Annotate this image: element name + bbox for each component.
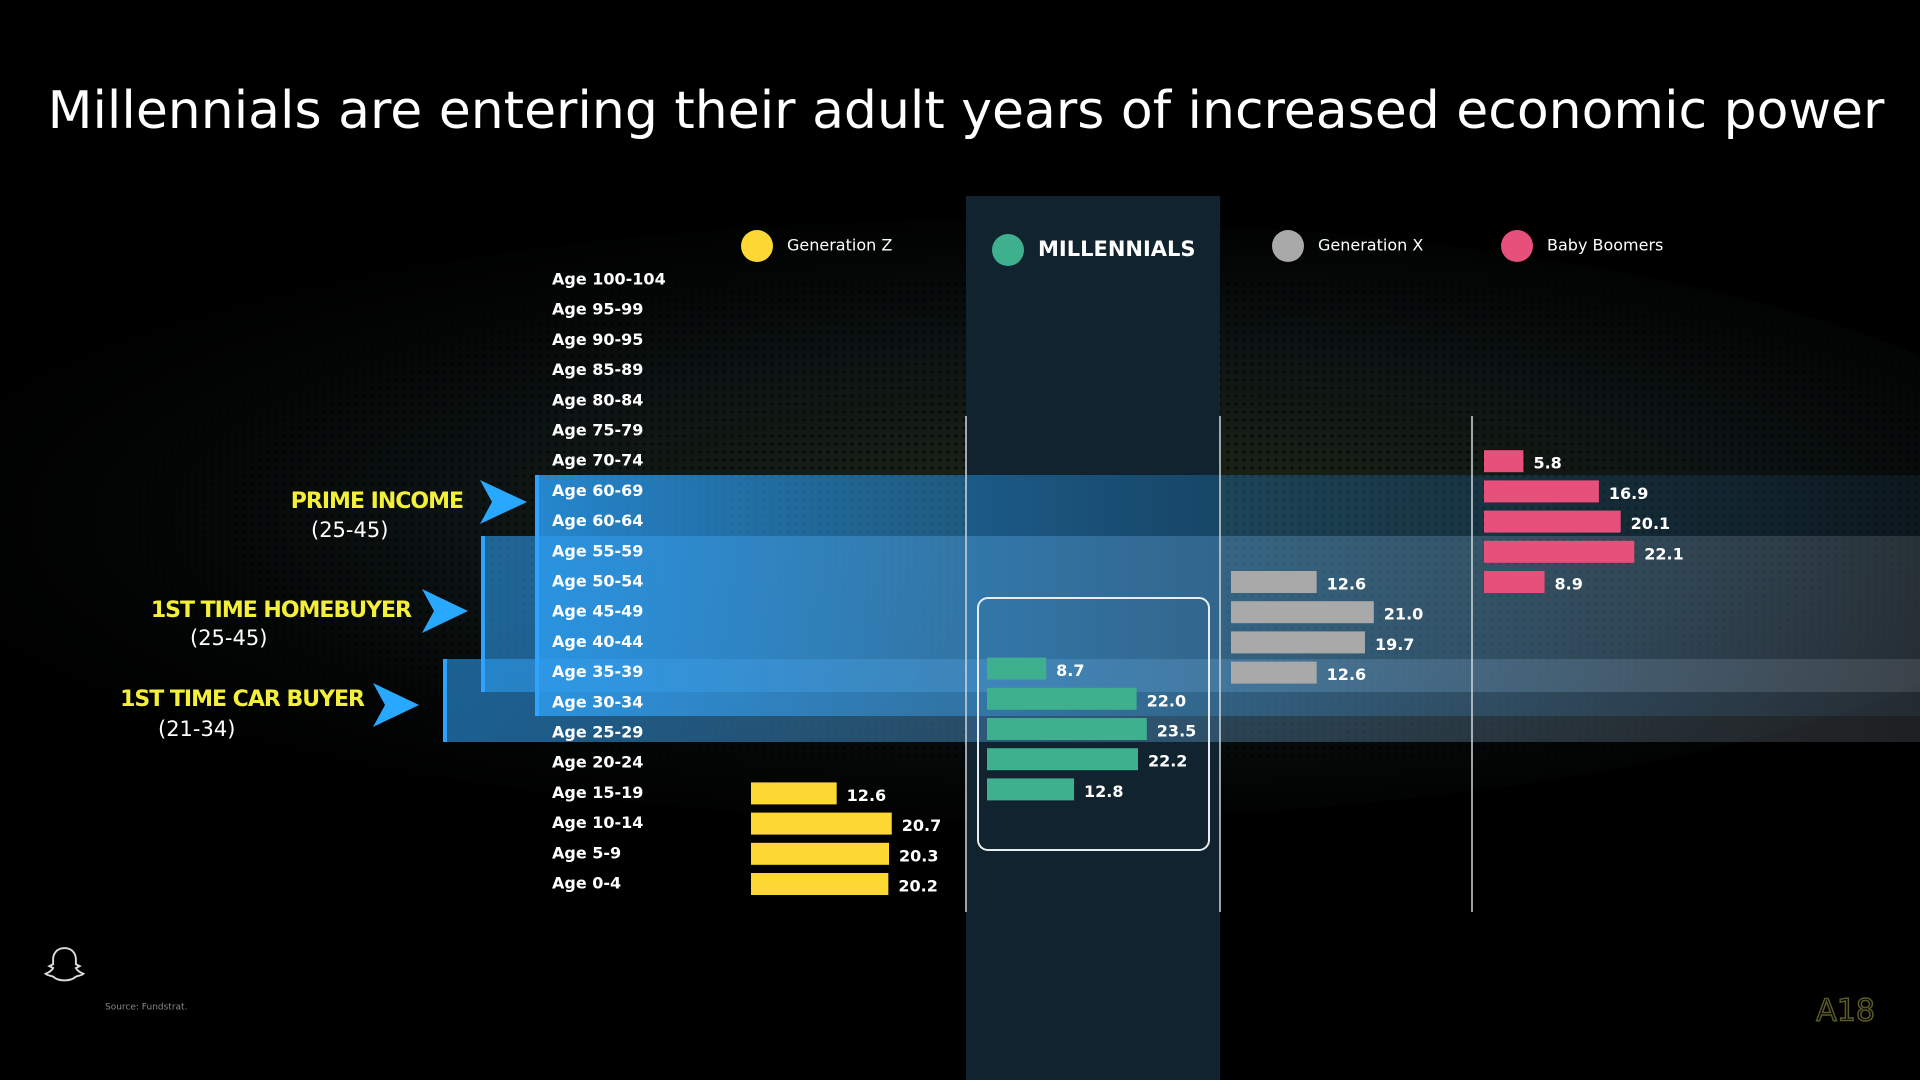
bar [987, 778, 1075, 801]
bar [987, 748, 1138, 771]
legend-label: Generation Z [787, 236, 892, 255]
bar [751, 873, 889, 895]
bar [1484, 480, 1599, 503]
row-label: Age 70-74 [552, 451, 643, 470]
bar [987, 718, 1147, 740]
car-buyer-band [443, 659, 1920, 742]
legend-swatch [992, 234, 1024, 266]
value-label: 5.8 [1533, 454, 1561, 473]
annotation-range: (25-45) [311, 518, 388, 542]
bar [1484, 510, 1621, 533]
value-label: 12.6 [847, 786, 886, 805]
legend-label: MILLENNIALS [1038, 237, 1196, 261]
annotation-label: 1ST TIME HOMEBUYER [151, 598, 412, 623]
value-label: 12.6 [1327, 665, 1366, 684]
row-label: Age 50-54 [552, 572, 643, 591]
value-label: 20.1 [1631, 514, 1670, 533]
row-label: Age 5-9 [552, 843, 621, 862]
row-label: Age 40-44 [552, 632, 643, 651]
annotation-label: 1ST TIME CAR BUYER [120, 687, 365, 712]
bar [751, 842, 890, 865]
row-label: Age 10-14 [552, 813, 643, 832]
row-label: Age 85-89 [552, 360, 643, 379]
value-label: 21.0 [1384, 605, 1423, 624]
row-label: Age 90-95 [552, 330, 643, 349]
value-label: 20.7 [902, 816, 941, 835]
row-label: Age 25-29 [552, 723, 643, 742]
row-label: Age 80-84 [552, 390, 643, 409]
title: Millennials are entering their adult yea… [48, 81, 1885, 141]
row-label: Age 20-24 [552, 753, 643, 772]
value-label: 22.0 [1147, 691, 1186, 710]
row-label: Age 55-59 [552, 541, 643, 560]
row-label: Age 0-4 [552, 874, 621, 893]
annotation-range: (21-34) [158, 717, 235, 741]
separators [965, 416, 1473, 912]
row-label: Age 35-39 [552, 662, 643, 681]
arrows [373, 480, 527, 727]
value-label: 12.8 [1084, 782, 1123, 801]
row-label: Age 60-69 [552, 481, 643, 500]
legend-swatch [1272, 230, 1304, 262]
bar [1231, 601, 1374, 624]
legend-swatch [741, 230, 773, 262]
arrow [373, 683, 419, 727]
bar [1231, 631, 1365, 654]
bar [1231, 571, 1317, 593]
row-label: Age 95-99 [552, 300, 643, 319]
row-label: Age 15-19 [552, 783, 643, 802]
value-label: 23.5 [1157, 722, 1196, 741]
band-edge [443, 659, 447, 742]
value-label: 22.1 [1644, 544, 1683, 563]
value-label: 19.7 [1375, 635, 1414, 654]
value-label: 22.2 [1148, 752, 1187, 771]
source: Source: Fundstrat. [105, 1003, 187, 1013]
slide-number: A18 [1816, 994, 1875, 1029]
bar [987, 657, 1047, 680]
legend-label: Generation X [1318, 236, 1423, 255]
value-label: 20.2 [898, 877, 937, 896]
bar [751, 812, 892, 835]
bar [987, 687, 1137, 710]
bar [1484, 450, 1524, 473]
row-label: Age 45-49 [552, 602, 643, 621]
legend-swatch [1501, 230, 1533, 262]
logo [43, 947, 86, 982]
legend-label: Baby Boomers [1547, 236, 1663, 255]
value-label: 16.9 [1609, 484, 1648, 503]
value-label: 20.3 [899, 846, 938, 865]
annotation-range: (25-45) [190, 626, 267, 650]
band-edge [481, 536, 485, 692]
row-label: Age 30-34 [552, 692, 643, 711]
bar [1484, 571, 1545, 593]
row-label: Age 60-64 [552, 511, 643, 530]
bar [1484, 540, 1635, 563]
bar [751, 782, 837, 805]
arrow [422, 589, 468, 633]
highlight-box [977, 597, 1210, 851]
value-label: 8.9 [1555, 575, 1583, 594]
value-label: 12.6 [1327, 575, 1366, 594]
row-label: Age 75-79 [552, 421, 643, 440]
value-label: 8.7 [1056, 661, 1084, 680]
row-label: Age 100-104 [552, 270, 666, 289]
bar [1231, 661, 1317, 684]
arrow [480, 480, 527, 524]
band-edge [535, 475, 539, 716]
annotation-label: PRIME INCOME [291, 489, 463, 514]
